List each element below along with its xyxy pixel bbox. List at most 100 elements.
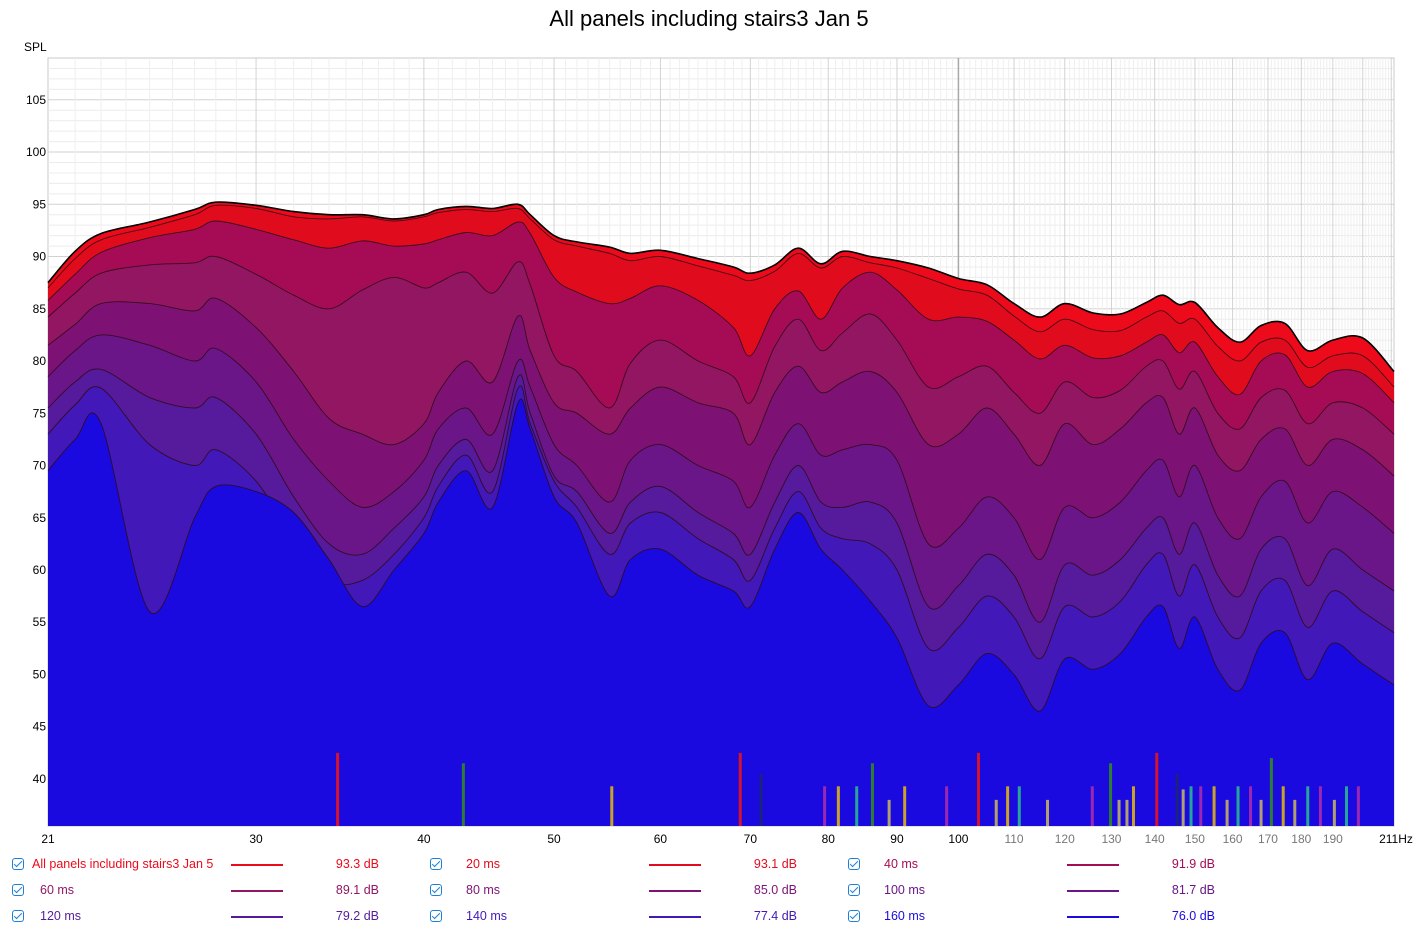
peak-marker	[1249, 786, 1253, 826]
series-areas	[47, 201, 1395, 826]
y-tick-label: 85	[33, 302, 47, 316]
y-tick-label: 100	[26, 145, 46, 159]
x-tick-label: 40	[417, 832, 431, 846]
legend-item: 20 ms 93.1 dB	[0, 852, 1418, 878]
legend-series-name: 100 ms	[884, 883, 925, 897]
legend-swatch	[231, 916, 283, 918]
legend-checkbox[interactable]	[430, 910, 442, 922]
x-tick-label: 50	[547, 832, 561, 846]
legend-value: 77.4 dB	[753, 909, 797, 923]
x-tick-label: 21	[41, 832, 55, 846]
legend-series-name: 60 ms	[40, 883, 75, 897]
legend-item: 60 ms 89.1 dB	[0, 878, 1418, 904]
y-tick-label: 40	[33, 772, 47, 786]
x-tick-label: 100	[948, 832, 968, 846]
legend-item: 120 ms 79.2 dB	[0, 904, 1418, 930]
legend-series-name: 80 ms	[466, 883, 501, 897]
peak-marker	[1293, 799, 1297, 826]
peak-marker	[461, 763, 465, 826]
legend-value: 93.3 dB	[335, 857, 379, 871]
peak-marker	[1006, 786, 1010, 826]
legend-checkbox[interactable]	[848, 910, 860, 922]
chart-title: All panels including stairs3 Jan 5	[549, 6, 869, 31]
peak-marker	[1109, 763, 1113, 826]
legend-value: 89.1 dB	[335, 883, 379, 897]
legend-item: All panels including stairs3 Jan 5 93.3 d…	[0, 852, 1418, 878]
legend-series-name: 40 ms	[884, 857, 919, 871]
legend-swatch	[1067, 890, 1119, 892]
peak-marker	[887, 799, 891, 826]
legend-checkbox[interactable]	[430, 884, 442, 896]
x-tick-label: 30	[249, 832, 263, 846]
legend-series-name: 160 ms	[884, 909, 925, 923]
legend-checkbox[interactable]	[12, 858, 24, 870]
series-line-5	[47, 334, 1395, 561]
series-line-4	[47, 297, 1395, 477]
legend-swatch	[649, 864, 701, 866]
peak-marker	[945, 786, 949, 826]
legend-series-name: 20 ms	[466, 857, 501, 871]
peak-marker	[836, 786, 840, 826]
series-line-8	[47, 398, 1395, 712]
peak-marker	[1236, 786, 1240, 826]
peak-marker	[1131, 786, 1135, 826]
x-tick-label: 70	[744, 832, 758, 846]
peak-marker	[855, 786, 859, 826]
legend-checkbox[interactable]	[12, 884, 24, 896]
peak-marker	[759, 773, 763, 826]
legend-swatch	[649, 916, 701, 918]
peak-marker	[870, 763, 874, 826]
series-line-0	[47, 201, 1395, 373]
peak-marker	[994, 799, 998, 826]
peak-marker	[1281, 786, 1285, 826]
y-tick-label: 70	[33, 459, 47, 473]
y-tick-label: 75	[33, 406, 47, 420]
x-tick-label: 80	[822, 832, 836, 846]
legend-swatch	[231, 890, 283, 892]
x-tick-label: 150	[1185, 832, 1205, 846]
x-tick-label: 130	[1101, 832, 1121, 846]
peak-marker	[1269, 758, 1273, 826]
x-tick-label: 60	[654, 832, 668, 846]
y-tick-label: 55	[33, 615, 47, 629]
series-line-3	[47, 255, 1395, 435]
y-tick-label: 95	[33, 197, 47, 211]
peak-marker	[1181, 789, 1185, 826]
peak-marker	[1306, 786, 1310, 826]
series-line-1	[47, 204, 1395, 388]
legend-value: 76.0 dB	[1171, 909, 1215, 923]
legend-item: 160 ms 76.0 dB	[0, 904, 1418, 930]
peak-marker	[1046, 799, 1050, 826]
legend-series-name: All panels including stairs3 Jan 5	[32, 857, 214, 871]
legend-series-name: 140 ms	[466, 909, 507, 923]
peak-marker	[1344, 786, 1348, 826]
y-tick-label: 105	[26, 93, 46, 107]
peak-marker	[336, 752, 340, 826]
peak-marker	[823, 786, 827, 826]
legend-swatch	[649, 890, 701, 892]
legend-swatch	[1067, 864, 1119, 866]
x-tick-label: 170	[1258, 832, 1278, 846]
peak-marker	[976, 752, 980, 826]
spl-waterfall-chart: 40 45 50 55 60 65 70 75 80 85 90 95 100 105 21 30 40 50 6…	[24, 40, 1413, 846]
peak-marker	[1189, 786, 1193, 826]
legend-checkbox[interactable]	[12, 910, 24, 922]
legend-swatch	[1067, 916, 1119, 918]
peak-marker	[738, 752, 742, 826]
legend-checkbox[interactable]	[848, 858, 860, 870]
x-tick-label: 140	[1145, 832, 1165, 846]
peak-marker	[1199, 786, 1203, 826]
legend-item: 100 ms 81.7 dB	[0, 878, 1418, 904]
legend-item: 80 ms 85.0 dB	[0, 878, 1418, 904]
peak-marker	[1017, 786, 1021, 826]
series-line-2	[47, 220, 1395, 404]
peak-marker	[1155, 752, 1159, 826]
y-tick-label: 60	[33, 563, 47, 577]
legend-swatch	[231, 864, 283, 866]
x-tick-label: 190	[1323, 832, 1343, 846]
legend-checkbox[interactable]	[848, 884, 860, 896]
x-tick-label: 120	[1055, 832, 1075, 846]
peak-marker	[1332, 799, 1336, 826]
y-tick-label: 80	[33, 354, 47, 368]
legend-checkbox[interactable]	[430, 858, 442, 870]
